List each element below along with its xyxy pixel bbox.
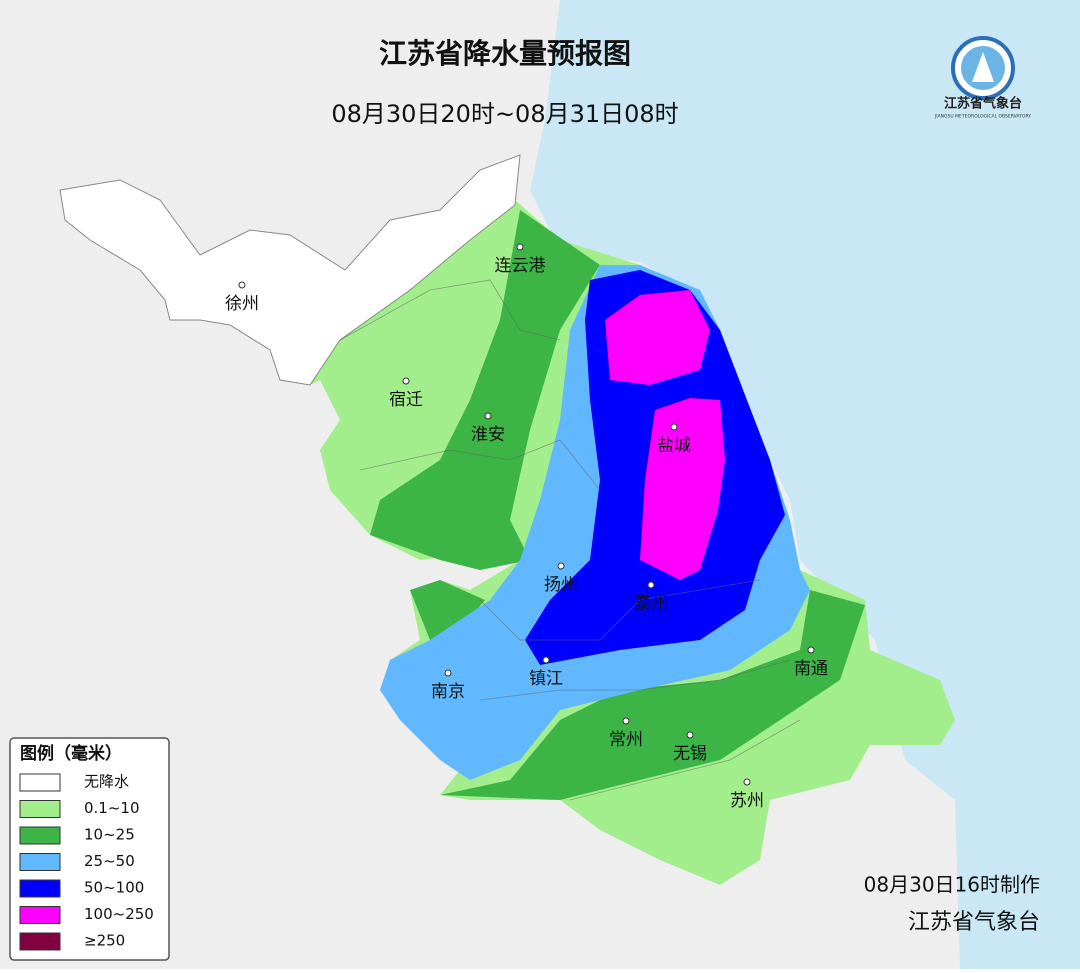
city-label: 南通 [794,659,828,679]
city-dot [686,731,694,739]
city-label: 徐州 [225,294,259,314]
boundary [359,439,601,491]
logo-name: 江苏省气象台 [944,96,1022,112]
city-dot [444,669,452,677]
made-time: 08月30日16时制作 [864,873,1040,897]
city-label: 常州 [609,730,643,750]
rain-zone [440,590,865,800]
legend-swatch [19,800,61,818]
city-dot [557,562,565,570]
city-dot [647,581,655,589]
legend-swatch [19,906,61,924]
city-dot [622,717,630,725]
city-label: 扬州 [544,575,578,595]
boundary [479,659,791,701]
legend-swatch [19,932,61,951]
cities: 徐州 连云港 宿迁 淮安 盐城 扬州 泰州 南京 镇江 南通 常州 无锡 苏州 [225,243,828,811]
legend-label: ≥250 [84,932,125,950]
city-dot [807,646,815,654]
subtitle: 08月30日20时~08月31日08时 [331,100,678,128]
city-label: 盐城 [657,436,691,456]
city-label: 泰州 [634,594,668,614]
rain-zone [640,398,725,580]
boundary [339,279,561,341]
legend-label: 0.1~10 [84,799,140,817]
city-label: 苏州 [730,791,764,811]
boundary [479,579,761,641]
title: 江苏省降水量预报图 [379,37,631,70]
logo: 江苏省气象台 JIANGSU METEOROLOGICAL OBSERVATOR… [934,36,1031,120]
legend-label: 10~25 [84,826,135,844]
rain-zone [370,210,600,570]
city-label: 淮安 [471,425,505,445]
city-label: 南京 [431,682,465,702]
legend-label: 25~50 [84,852,135,870]
legend-label: 50~100 [84,879,144,897]
boundary [569,719,801,801]
rain-zone [605,290,710,385]
legend-label: 无降水 [84,773,129,791]
city-label: 镇江 [529,669,563,689]
legend-label: 100~250 [84,905,154,923]
rain-zone [410,580,485,640]
legend-swatch [19,853,61,871]
city-label: 连云港 [495,256,546,276]
province-map [59,154,955,885]
rain-zone [59,154,521,386]
city-dot [670,423,678,431]
legend-swatch [19,826,61,845]
city-label: 无锡 [673,744,707,764]
legend: 图例（毫米） 无降水 0.1~10 10~25 25~50 50~100 100~250 ≥… [9,737,170,961]
logo-tower [972,52,994,82]
legend-title: 图例（毫米） [20,743,122,764]
city-dot [402,377,410,385]
issuer: 江苏省气象台 [908,910,1040,935]
legend-swatch [19,773,61,792]
city-dot [484,412,492,420]
legend-swatch [19,879,61,898]
city-dot [743,778,751,786]
city-dot [542,656,550,664]
city-dot [238,281,246,289]
legend-box [9,737,170,961]
city-label: 宿迁 [389,390,423,410]
logo-english: JIANGSU METEOROLOGICAL OBSERVATORY [934,114,1031,120]
city-dot [516,243,524,251]
